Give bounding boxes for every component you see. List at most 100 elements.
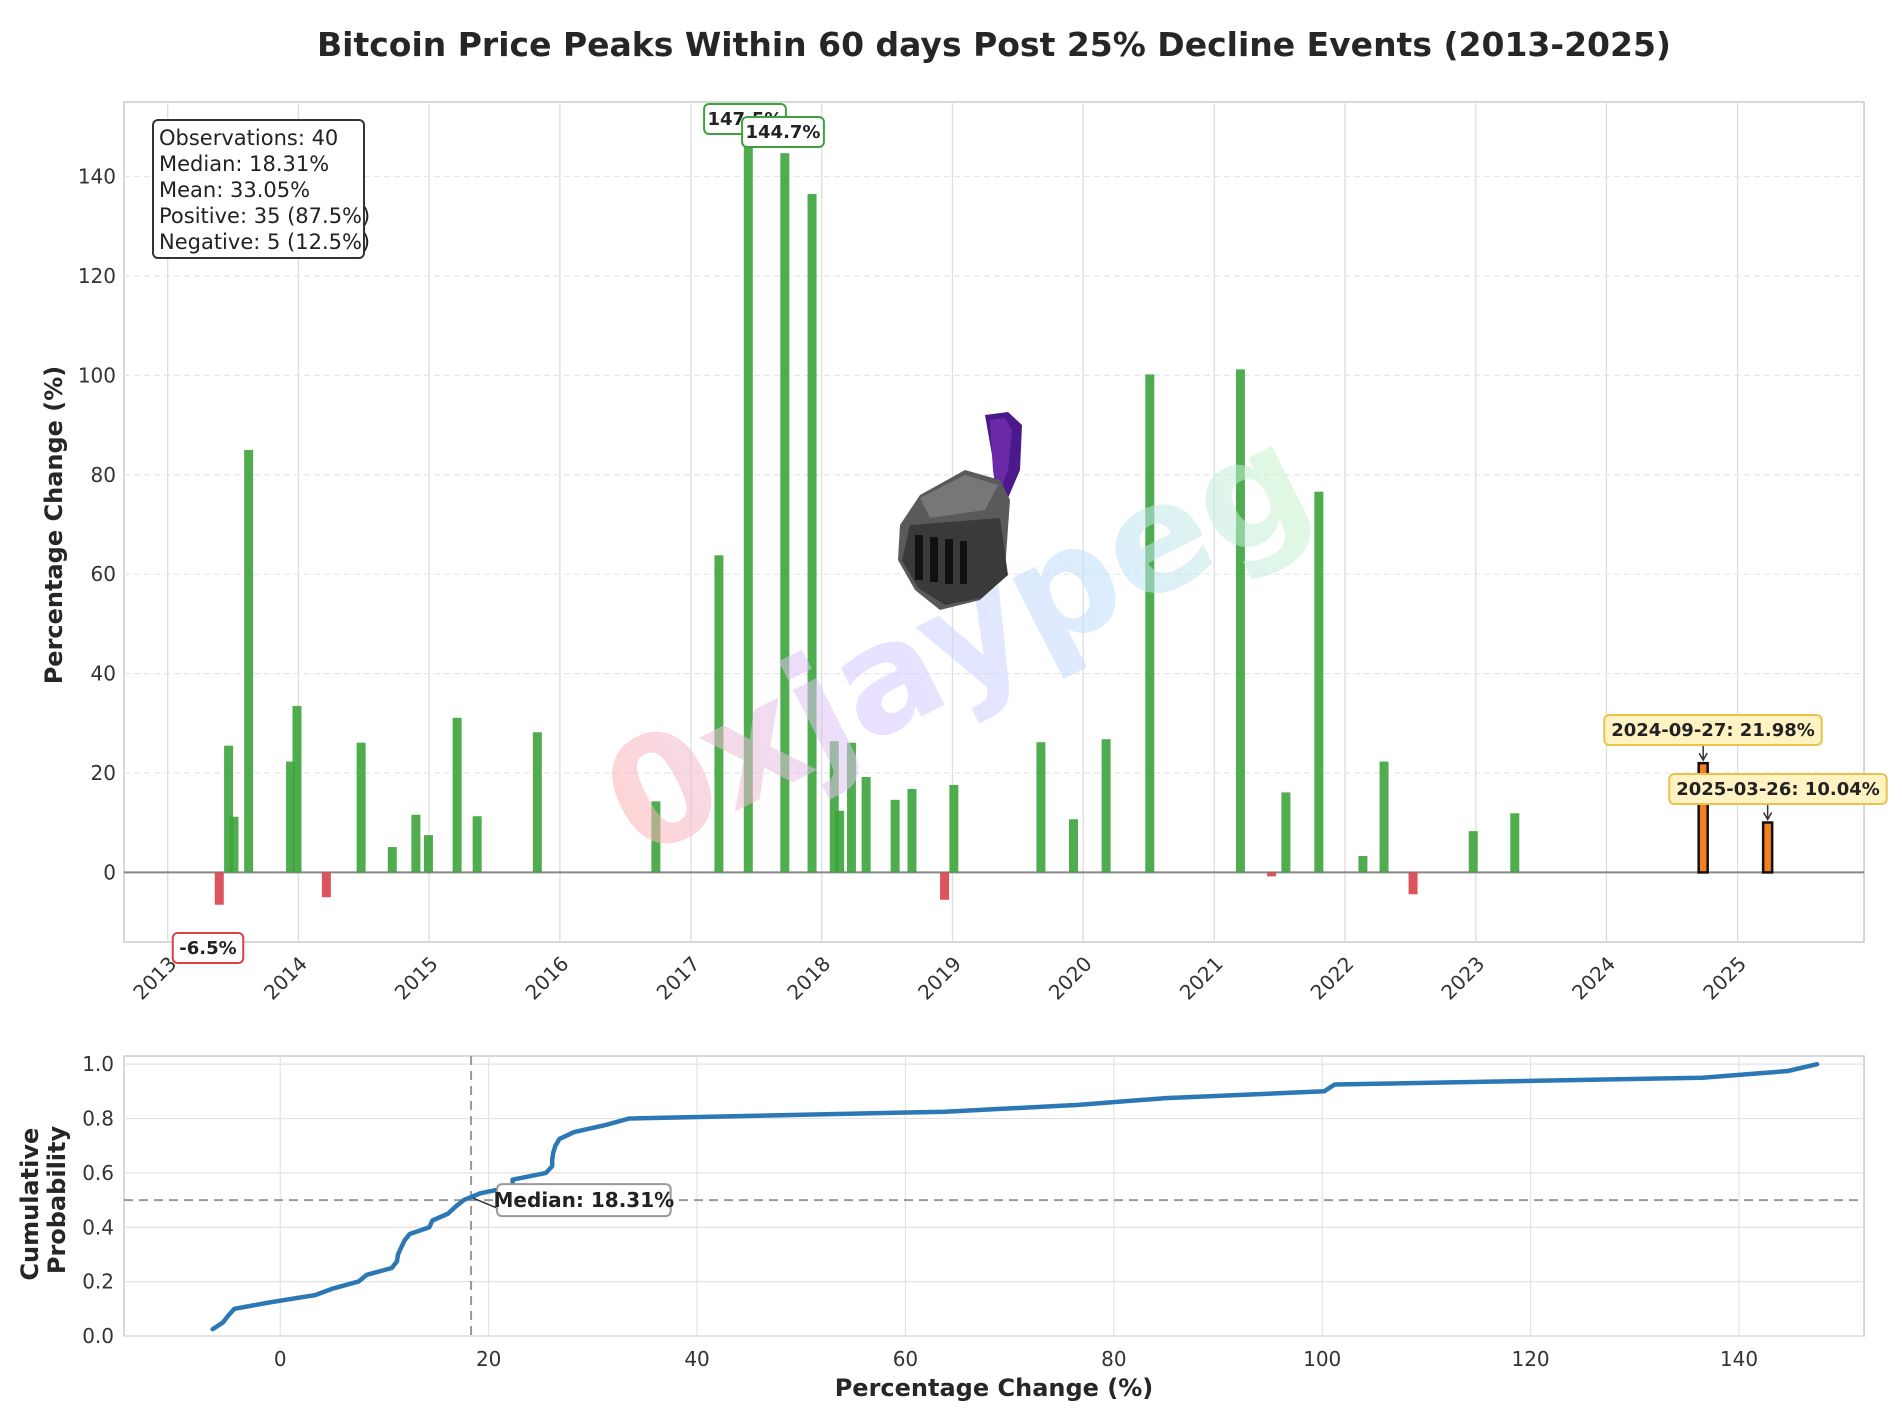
bottom-x-tick-label: 80 bbox=[1101, 1347, 1126, 1371]
positive-bar bbox=[1314, 491, 1324, 873]
positive-bar bbox=[356, 742, 366, 873]
bottom-y-tick-label: 1.0 bbox=[82, 1052, 114, 1076]
stats-mean: Mean: 33.05% bbox=[159, 178, 310, 202]
bottom-gridlines bbox=[124, 1056, 1864, 1337]
top-y-tick-label: 20 bbox=[91, 761, 116, 785]
positive-bar bbox=[1358, 856, 1368, 873]
positive-bar bbox=[224, 745, 234, 873]
annotation-label: 2025-03-26: 10.04% bbox=[1676, 779, 1880, 800]
top-x-tick-label: 2023 bbox=[1436, 952, 1489, 1005]
bottom-plot-area bbox=[123, 1055, 1865, 1337]
bottom-x-tick-label: 100 bbox=[1303, 1347, 1341, 1371]
positive-bar bbox=[807, 193, 817, 873]
positive-bar bbox=[651, 801, 661, 873]
top-x-tick-label: 2018 bbox=[782, 952, 835, 1005]
top-x-tick-label: 2021 bbox=[1175, 952, 1228, 1005]
bar-annotation: 2024-09-27: 21.98% bbox=[1603, 714, 1823, 762]
knight-helmet-icon bbox=[898, 412, 1022, 610]
top-y-ticks: 0 20 40 60 80 100 120 140 bbox=[78, 165, 116, 885]
negative-bar bbox=[321, 872, 331, 898]
bottom-x-axis-label: Percentage Change (%) bbox=[835, 1374, 1154, 1402]
positive-bar bbox=[835, 810, 845, 873]
positive-bar bbox=[472, 816, 482, 873]
top-chart: 2013 2014 2015 2016 2017 2018 2019 2020 2021 2022… bbox=[40, 25, 1888, 1005]
top-y-tick-label: 140 bbox=[78, 165, 116, 189]
annotation-box bbox=[1603, 714, 1823, 746]
positive-bar bbox=[452, 717, 462, 873]
top-x-tick-label: 2014 bbox=[259, 952, 312, 1005]
bottom-x-ticks: 0 20 40 60 80 100 120 140 bbox=[274, 1347, 1758, 1371]
top-x-tick-label: 2019 bbox=[913, 952, 966, 1005]
positive-bar bbox=[423, 835, 433, 873]
stats-median: Median: 18.31% bbox=[159, 152, 329, 176]
top-annotations: 147.5%144.7%-6.5%2024-09-27: 21.98%2025-… bbox=[171, 103, 1888, 964]
bottom-chart: 0 20 40 60 80 100 120 140 0.0 0.2 0.4 0.6 0.8 1.0 Me… bbox=[16, 1052, 1865, 1402]
stats-positive: Positive: 35 (87.5%) bbox=[159, 204, 370, 228]
bottom-y-axis-label-line-2: Probability bbox=[43, 1126, 71, 1275]
bottom-y-axis-label: Cumulative Probability bbox=[16, 1119, 71, 1280]
top-x-tick-label: 2022 bbox=[1306, 952, 1359, 1005]
median-arrow bbox=[472, 1197, 498, 1209]
median-annotation: Median: 18.31% bbox=[472, 1183, 675, 1218]
bar-annotation: 144.7% bbox=[741, 116, 825, 148]
positive-bar bbox=[949, 784, 959, 873]
positive-bar bbox=[292, 705, 302, 873]
positive-bar bbox=[1069, 819, 1079, 873]
annotation-box bbox=[1668, 773, 1888, 805]
top-bars bbox=[214, 139, 1774, 905]
top-y-tick-label: 120 bbox=[78, 264, 116, 288]
cdf-series bbox=[210, 1061, 1820, 1332]
top-y-tick-label: 100 bbox=[78, 363, 116, 387]
bottom-x-tick-label: 40 bbox=[684, 1347, 709, 1371]
chart-title: Bitcoin Price Peaks Within 60 days Post … bbox=[317, 25, 1671, 64]
negative-bar bbox=[1408, 872, 1418, 895]
bottom-y-tick-label: 0.8 bbox=[82, 1107, 114, 1131]
cdf-line bbox=[210, 1061, 1820, 1332]
top-y-axis-label: Percentage Change (%) bbox=[40, 366, 68, 685]
positive-bar bbox=[411, 814, 421, 873]
top-x-tick-label: 2020 bbox=[1044, 952, 1097, 1005]
positive-bar bbox=[1235, 369, 1245, 873]
positive-bar bbox=[890, 799, 900, 873]
positive-bar bbox=[532, 732, 542, 873]
top-x-tick-label: 2017 bbox=[652, 952, 705, 1005]
bottom-y-ticks: 0.0 0.2 0.4 0.6 0.8 1.0 bbox=[82, 1052, 114, 1348]
top-y-tick-label: 0 bbox=[103, 860, 116, 884]
highlight-bar bbox=[1761, 821, 1774, 874]
bottom-x-tick-label: 20 bbox=[476, 1347, 501, 1371]
bar-annotation: 2025-03-26: 10.04% bbox=[1668, 773, 1888, 822]
median-label-box bbox=[496, 1183, 672, 1218]
highlight-bar bbox=[1697, 761, 1709, 874]
top-x-tick-label: 2024 bbox=[1567, 952, 1620, 1005]
bottom-y-tick-label: 0.2 bbox=[82, 1270, 114, 1294]
median-label: Median: 18.31% bbox=[494, 1188, 675, 1212]
bottom-y-tick-label: 0.4 bbox=[82, 1215, 114, 1239]
positive-bar bbox=[846, 742, 856, 873]
annotation-label: 144.7% bbox=[746, 122, 821, 143]
top-x-ticks: 2013 2014 2015 2016 2017 2018 2019 2020 2021 2022… bbox=[128, 952, 1751, 1005]
annotation-box bbox=[171, 932, 245, 964]
positive-bar bbox=[861, 776, 871, 873]
positive-bar bbox=[780, 153, 790, 873]
positive-bar bbox=[244, 449, 254, 873]
top-x-tick-label: 2025 bbox=[1698, 952, 1751, 1005]
annotation-arrowhead bbox=[1763, 812, 1773, 822]
bottom-x-tick-label: 0 bbox=[274, 1347, 287, 1371]
top-y-tick-label: 80 bbox=[91, 463, 116, 487]
annotation-box bbox=[741, 116, 825, 148]
stats-negative: Negative: 5 (12.5%) bbox=[159, 230, 370, 254]
annotation-arrowhead bbox=[1698, 752, 1708, 762]
positive-bar bbox=[829, 741, 839, 873]
bottom-y-axis-label-line-1: Cumulative bbox=[16, 1128, 44, 1281]
top-x-tick-label: 2015 bbox=[390, 952, 443, 1005]
positive-bar bbox=[1379, 761, 1389, 873]
bottom-annotations: Median: 18.31% bbox=[472, 1183, 675, 1218]
positive-bar bbox=[1101, 739, 1111, 873]
bottom-x-tick-label: 60 bbox=[893, 1347, 918, 1371]
bottom-y-tick-label: 0.6 bbox=[82, 1161, 114, 1185]
positive-bar bbox=[1468, 831, 1478, 873]
positive-bar bbox=[387, 847, 397, 873]
positive-bar bbox=[229, 816, 239, 873]
negative-bar bbox=[214, 872, 224, 905]
